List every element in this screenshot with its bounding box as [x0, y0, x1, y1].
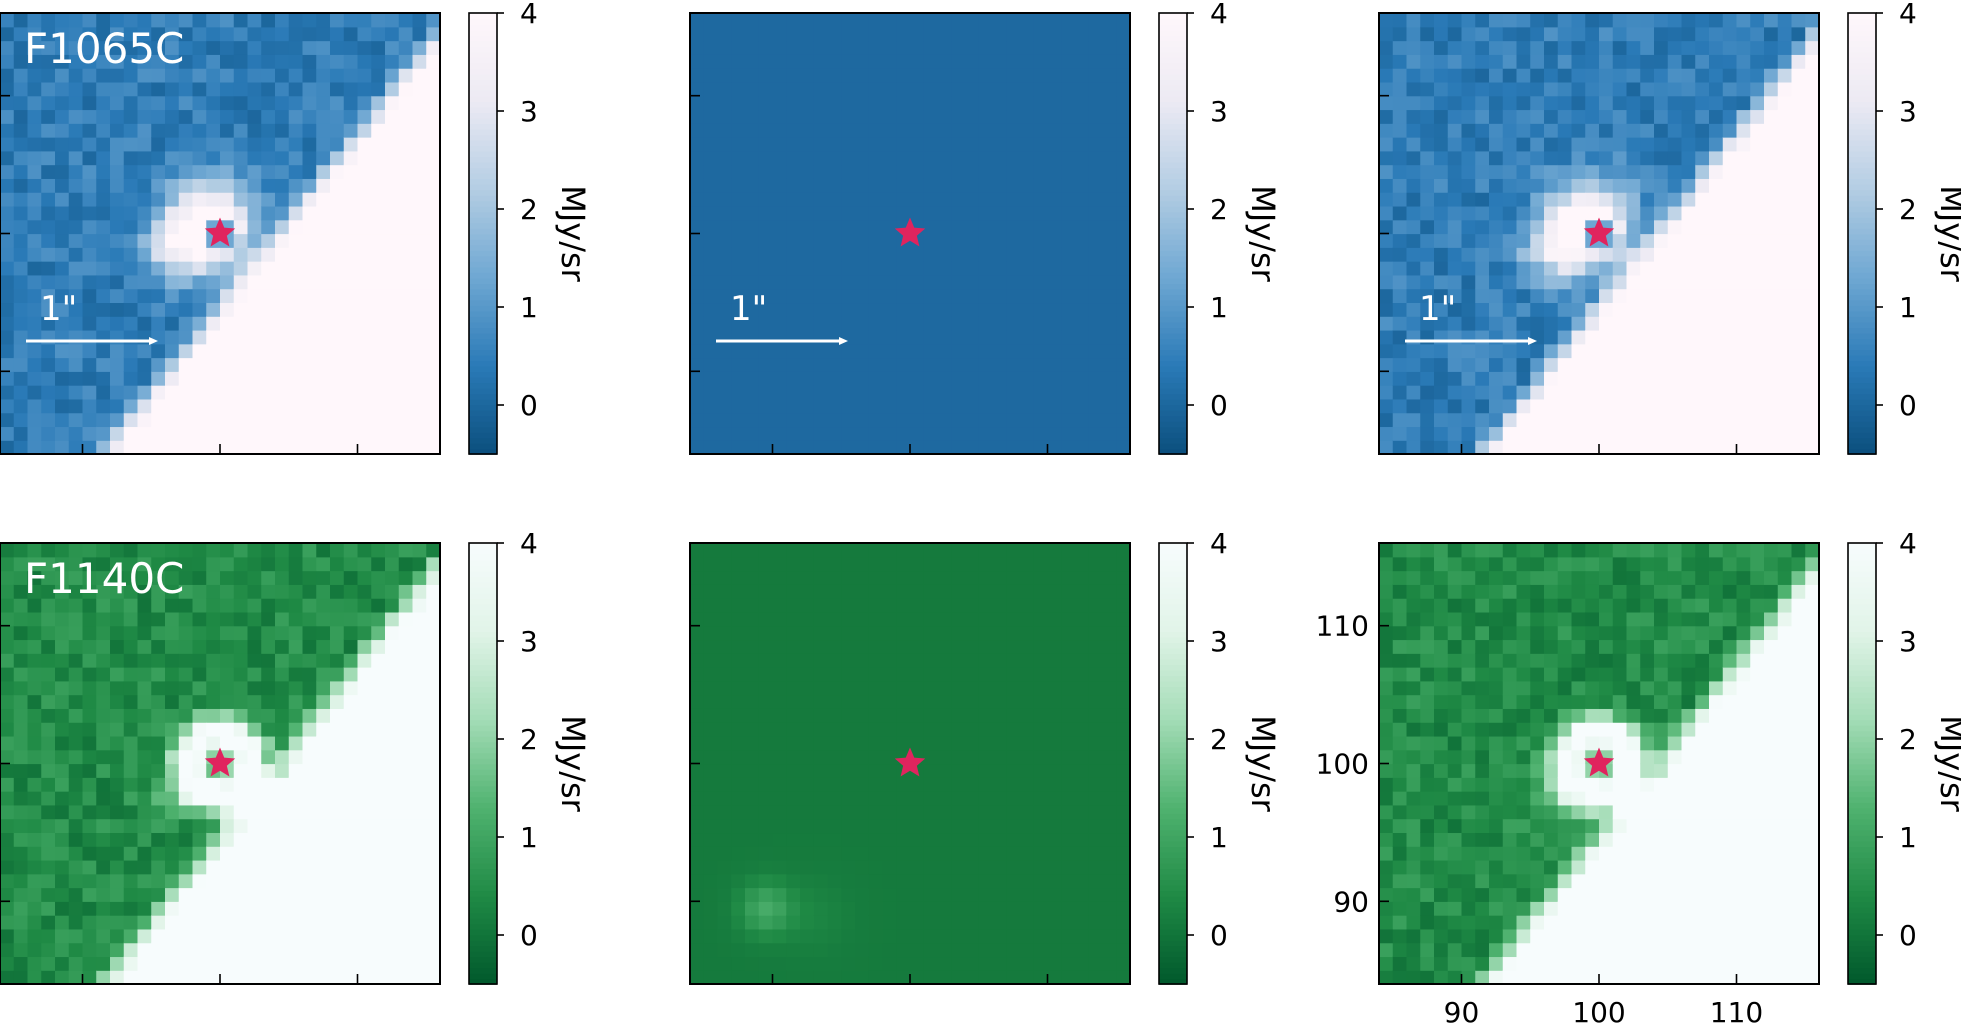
colorbar: 0 1 2 3 4 MJy/sr — [1847, 527, 1961, 985]
colorbar-tick-label: 0 — [520, 919, 538, 952]
star-marker — [894, 747, 926, 777]
colorbar-tick-label: 1 — [1899, 291, 1917, 324]
colorbar-tick-label: 2 — [1210, 193, 1228, 226]
colorbar-label: MJy/sr — [1244, 185, 1282, 282]
colorbar-frame — [468, 542, 498, 985]
colorbar-frame — [1847, 542, 1877, 985]
panel-frame — [689, 542, 1131, 985]
scalebar-arrowhead — [149, 337, 158, 345]
colorbar-tick-label: 3 — [1210, 95, 1228, 128]
scalebar-label: 1" — [40, 289, 77, 329]
colorbar-tick-label: 2 — [1210, 723, 1228, 756]
panel-frame — [689, 12, 1131, 455]
colorbar-tick-label: 3 — [1899, 625, 1917, 658]
colorbar-tick-label: 3 — [520, 625, 538, 658]
colorbar-frame — [1158, 12, 1188, 455]
y-tick-label: 100 — [1316, 748, 1369, 781]
scalebar-label: 1" — [1419, 289, 1456, 329]
colorbar-frame — [1158, 542, 1188, 985]
heatmap-image — [690, 543, 1131, 985]
star-marker — [894, 217, 926, 247]
colorbar-tick-label: 1 — [1899, 821, 1917, 854]
heatmap-image — [690, 13, 1131, 455]
y-tick-label: 110 — [1316, 610, 1369, 643]
panel-4: F1140C 0 1 2 3 4 MJy/sr — [0, 527, 592, 985]
colorbar-tick-label: 3 — [1899, 95, 1917, 128]
colorbar-label: MJy/sr — [1244, 715, 1282, 812]
colorbar-tick-label: 0 — [1210, 389, 1228, 422]
star-marker — [204, 217, 236, 247]
heatmap-image — [0, 543, 441, 985]
star-marker — [1583, 217, 1615, 247]
heatmap-image — [1379, 13, 1820, 455]
x-tick-label: 90 — [1444, 996, 1480, 1029]
colorbar-label: MJy/sr — [1933, 185, 1961, 282]
colorbar-tick-label: 3 — [520, 95, 538, 128]
panel-frame — [0, 12, 441, 455]
panel-frame — [0, 542, 441, 985]
colorbar-tick-label: 4 — [1210, 527, 1228, 560]
colorbar-tick-label: 2 — [1899, 193, 1917, 226]
colorbar: 0 1 2 3 4 MJy/sr — [468, 0, 592, 455]
colorbar-tick-label: 1 — [1210, 291, 1228, 324]
colorbar-tick-label: 1 — [520, 291, 538, 324]
scalebar-label: 1" — [730, 289, 767, 329]
colorbar-tick-label: 1 — [1210, 821, 1228, 854]
scalebar-arrowhead — [1528, 337, 1537, 345]
scalebar-arrowhead — [839, 337, 848, 345]
colorbar-frame — [1847, 12, 1877, 455]
panel-2: 1" 0 1 2 3 4 MJy/sr — [689, 0, 1282, 455]
panel-5: 0 1 2 3 4 MJy/sr — [689, 527, 1282, 985]
colorbar-tick-label: 0 — [520, 389, 538, 422]
star-marker — [204, 747, 236, 777]
panel-frame — [1378, 12, 1820, 455]
colorbar-tick-label: 0 — [1899, 919, 1917, 952]
panel-1: F1065C 1" 0 1 2 3 4 MJy/sr — [0, 0, 592, 455]
filter-label: F1140C — [24, 554, 184, 603]
colorbar: 0 1 2 3 4 MJy/sr — [1158, 527, 1282, 985]
colorbar-tick-label: 4 — [1210, 0, 1228, 30]
star-marker — [1583, 747, 1615, 777]
colorbar-tick-label: 4 — [520, 0, 538, 30]
colorbar-tick-label: 1 — [520, 821, 538, 854]
heatmap-image — [1379, 543, 1820, 985]
colorbar-label: MJy/sr — [554, 715, 592, 812]
x-tick-label: 100 — [1572, 996, 1625, 1029]
colorbar-label: MJy/sr — [1933, 715, 1961, 812]
colorbar-tick-label: 2 — [1899, 723, 1917, 756]
panel-3: 1" 0 1 2 3 4 MJy/sr — [1378, 0, 1961, 455]
colorbar: 0 1 2 3 4 MJy/sr — [1158, 0, 1282, 455]
colorbar: 0 1 2 3 4 MJy/sr — [1847, 0, 1961, 455]
colorbar-tick-label: 3 — [1210, 625, 1228, 658]
x-tick-label: 110 — [1710, 996, 1763, 1029]
colorbar-tick-label: 0 — [1210, 919, 1228, 952]
colorbar: 0 1 2 3 4 MJy/sr — [468, 527, 592, 985]
heatmap-image — [0, 13, 441, 455]
colorbar-tick-label: 2 — [520, 723, 538, 756]
colorbar-tick-label: 0 — [1899, 389, 1917, 422]
panel-6: 90 100 110 90 100 110 0 1 2 3 4 MJy/sr — [1316, 527, 1961, 1029]
colorbar-tick-label: 4 — [520, 527, 538, 560]
colorbar-tick-label: 4 — [1899, 0, 1917, 30]
panel-frame — [1378, 542, 1820, 985]
y-tick-label: 90 — [1333, 885, 1369, 918]
colorbar-frame — [468, 12, 498, 455]
colorbar-tick-label: 2 — [520, 193, 538, 226]
colorbar-label: MJy/sr — [554, 185, 592, 282]
colorbar-tick-label: 4 — [1899, 527, 1917, 560]
filter-label: F1065C — [24, 24, 184, 73]
